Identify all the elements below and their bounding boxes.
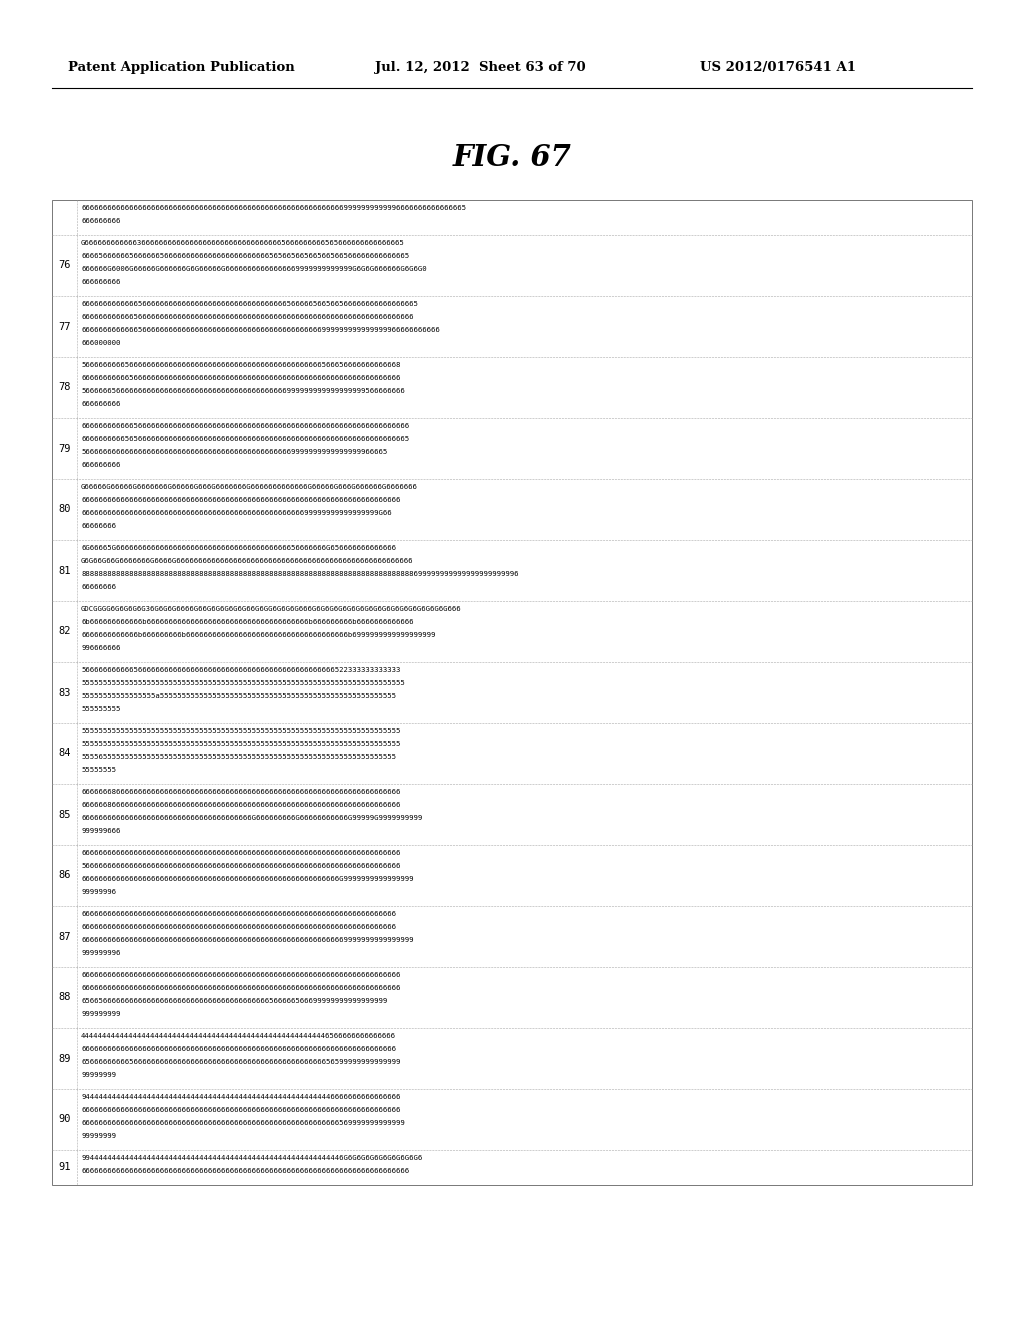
Text: 666656666665666666566666666666666666666666656566566566566566566666666666665: 6666566666656666665666666666666666666666… — [81, 253, 410, 259]
Text: 444444444444444444444444444444444444444444444444444444446566666666666666: 4444444444444444444444444444444444444444… — [81, 1034, 396, 1039]
Text: 6666666666666666666666666666666666666666666666666666666666666666666666666: 6666666666666666666666666666666666666666… — [81, 985, 400, 991]
Text: 89: 89 — [58, 1053, 71, 1064]
Text: 555565555555555555555555555555555555555555555555555555555555555555555555: 5555655555555555555555555555555555555555… — [81, 754, 396, 760]
Text: 999999996: 999999996 — [81, 950, 121, 956]
Text: 6566566666666666666666666666666666666666666566666566699999999999999999: 6566566666666666666666666666666666666666… — [81, 998, 387, 1005]
Text: 994444444444444444444444444444444444444444444444444444444446G6G6G6G6G6G6G6G6G6: 9944444444444444444444444444444444444444… — [81, 1155, 422, 1162]
Text: GDCGGGG6G6G6G6G36G6G6G6666G66G6G6G6G6G66G6GG6G6G6G666G6G6G6G6G6G6G6G6G6G6G6G6G6G: GDCGGGG6G6G6G6G36G6G6G6666G66G6G6G6G6G66… — [81, 606, 462, 612]
Text: 666666666: 666666666 — [81, 462, 121, 469]
Text: 80: 80 — [58, 504, 71, 515]
Text: 666666666666666666666666666666666666666666666666666666666666666666666666: 6666666666666666666666666666666666666666… — [81, 1045, 396, 1052]
Text: 66666666666666666666666666666666666666666666666666699999999999999999G66: 6666666666666666666666666666666666666666… — [81, 510, 391, 516]
Text: 66666666666666666666666666666666666666666666666666666666666G9999999999999999: 6666666666666666666666666666666666666666… — [81, 876, 414, 882]
Text: 76: 76 — [58, 260, 71, 271]
Text: 666000000: 666000000 — [81, 341, 121, 346]
Text: 6666666666665666666666666666666666666666666666666666666666666666666666666666: 6666666666665666666666666666666666666666… — [81, 314, 414, 319]
Text: 5555555555555555555555555555555555555555555555555555555555555555555555555: 5555555555555555555555555555555555555555… — [81, 741, 400, 747]
Text: 88888888888888888888888888888888888888888888888888888888888888888888888888886999: 8888888888888888888888888888888888888888… — [81, 572, 518, 577]
Text: 6666666666666666666666666666666666666666666666666666666666669999999999999999: 6666666666666666666666666666666666666666… — [81, 937, 414, 942]
Text: US 2012/0176541 A1: US 2012/0176541 A1 — [700, 62, 856, 74]
Text: 6666666666666666666666666666666666666666666666666666666666666666666666666: 6666666666666666666666666666666666666666… — [81, 972, 400, 978]
Text: 6666666866666666666666666666666666666666666666666666666666666666666666666: 6666666866666666666666666666666666666666… — [81, 789, 400, 795]
Text: 6666666666666b666666666b6666666666666666666666666666666666666b699999999999999999: 6666666666666b666666666b6666666666666666… — [81, 632, 435, 638]
Text: 99999999: 99999999 — [81, 1072, 116, 1078]
Text: 66666666: 66666666 — [81, 523, 116, 529]
Text: 81: 81 — [58, 565, 71, 576]
Text: FIG. 67: FIG. 67 — [453, 144, 571, 173]
Text: 666666666: 666666666 — [81, 279, 121, 285]
Text: 5666666666665666666666666666666666666666666666666666666666522333333333333: 5666666666665666666666666666666666666666… — [81, 667, 400, 673]
Text: 5666666666666666666666666666666666666666666666666666666666666666666666666: 5666666666666666666666666666666666666666… — [81, 863, 400, 869]
Text: 83: 83 — [58, 688, 71, 697]
Text: 56666665666666666666666666666666666666666666666999999999999999999566666666: 5666666566666666666666666666666666666666… — [81, 388, 404, 393]
Text: 82: 82 — [58, 627, 71, 636]
Text: 55555555555555555a555555555555555555555555555555555555555555555555555555: 55555555555555555a5555555555555555555555… — [81, 693, 396, 700]
Text: G6G66G66G6666666G6666G666666666666666666666666666666666666666666666666666666: G6G66G66G6666666G6666G666666666666666666… — [81, 558, 414, 564]
Text: 99999996: 99999996 — [81, 888, 116, 895]
Text: 6666666666666666666666666666666666666666666666666666666666666666666666666: 6666666666666666666666666666666666666666… — [81, 850, 400, 855]
Text: 55555555: 55555555 — [81, 767, 116, 774]
Text: 6566666666656666666666666666666666666666666666666666666656599999999999999: 6566666666656666666666666666666666666666… — [81, 1059, 400, 1065]
Text: Jul. 12, 2012  Sheet 63 of 70: Jul. 12, 2012 Sheet 63 of 70 — [375, 62, 586, 74]
Text: 999999666: 999999666 — [81, 828, 121, 834]
Text: 90: 90 — [58, 1114, 71, 1125]
Text: G66666G66666G6666666G66666G666G6666666G6666666666666G66666G666G666666G6666666: G66666G66666G6666666G66666G666G6666666G6… — [81, 484, 418, 490]
Text: 996666666: 996666666 — [81, 645, 121, 651]
Text: 91: 91 — [58, 1163, 71, 1172]
Text: 666666666666566666666666666666666666666666666666666666666666666666666666666: 6666666666665666666666666666666666666666… — [81, 422, 410, 429]
Text: 84: 84 — [58, 748, 71, 759]
Text: 5666666666666666666666666666666666666666666666669999999999999999966665: 5666666666666666666666666666666666666666… — [81, 449, 387, 455]
Text: 66666666666666666666666666666666666666666666666666666666666699999999999966666666: 6666666666666666666666666666666666666666… — [81, 205, 466, 211]
Text: 87: 87 — [58, 932, 71, 941]
Text: 6666666666656666666666666666666666666666666666666666666666666666666666666: 6666666666656666666666666666666666666666… — [81, 375, 400, 381]
Bar — [52, 201, 972, 1185]
Text: 5666666666566666666666666666666666666666666666666666666566656666666666668: 5666666666566666666666666666666666666666… — [81, 362, 400, 368]
Text: 6666668666666666666666666666666666666666666666666666666666666666666666666: 6666668666666666666666666666666666666666… — [81, 803, 400, 808]
Text: 78: 78 — [58, 383, 71, 392]
Text: 999999999: 999999999 — [81, 1011, 121, 1016]
Text: 666666666666666666666666666666666666666666666666666666666666666666666666666: 6666666666666666666666666666666666666666… — [81, 1168, 410, 1173]
Text: 6666666666666666666666666666666666666666666666666666666666666666666666666: 6666666666666666666666666666666666666666… — [81, 1107, 400, 1113]
Text: 99999999: 99999999 — [81, 1133, 116, 1139]
Text: 66666666666665666666666666666666666666666666666566666566566566666666666666665: 6666666666666566666666666666666666666666… — [81, 301, 418, 308]
Text: G6666666666663666666666666666666666666666666665666666666565666666666666665: G666666666666366666666666666666666666666… — [81, 240, 404, 246]
Text: 66666666: 66666666 — [81, 583, 116, 590]
Text: 77: 77 — [58, 322, 71, 331]
Text: 55555555555555555555555555555555555555555555555555555555555555555555555555: 5555555555555555555555555555555555555555… — [81, 680, 404, 686]
Text: 666666666: 666666666 — [81, 401, 121, 407]
Text: 66666666666665666666666666666666666666666666666666666669999999999999999666666666: 6666666666666566666666666666666666666666… — [81, 327, 439, 333]
Text: 86: 86 — [58, 870, 71, 880]
Text: 9444444444444444444444444444444444444444444444444444444446666666666666666: 9444444444444444444444444444444444444444… — [81, 1094, 400, 1100]
Text: 666666666666666666666666666666666666666G666666666G66666666666G99999G9999999999: 666666666666666666666666666666666666666G… — [81, 814, 422, 821]
Text: 666666666656566666666666666666666666666666666666666666666666666666666666665: 6666666666565666666666666666666666666666… — [81, 436, 410, 442]
Text: 66666666666666666666666666666666666666666666666666666666666569999999999999: 6666666666666666666666666666666666666666… — [81, 1119, 404, 1126]
Text: 555555555: 555555555 — [81, 706, 121, 711]
Text: 666666666666666666666666666666666666666666666666666666666666666666666666: 6666666666666666666666666666666666666666… — [81, 924, 396, 931]
Text: 666666666: 666666666 — [81, 218, 121, 224]
Text: 6b666666666666b6666666666666666666666666666666666666b666666666b6666666666666: 6b666666666666b6666666666666666666666666… — [81, 619, 414, 624]
Text: 6666666666666666666666666666666666666666666666666666666666666666666666666: 6666666666666666666666666666666666666666… — [81, 498, 400, 503]
Text: 666666G6006G66666G666666G6G66666G66666666666666669999999999999G6G6G666666G6G6G0: 666666G6006G66666G666666G6G66666G6666666… — [81, 267, 427, 272]
Text: 6G66665G666666666666666666666666666666666666666656666666G656666666666666: 6G66665G66666666666666666666666666666666… — [81, 545, 396, 550]
Text: 666666666666666666666666666666666666666666666666666666666666666666666666: 6666666666666666666666666666666666666666… — [81, 911, 396, 917]
Text: 79: 79 — [58, 444, 71, 454]
Text: 88: 88 — [58, 993, 71, 1002]
Text: 5555555555555555555555555555555555555555555555555555555555555555555555555: 5555555555555555555555555555555555555555… — [81, 729, 400, 734]
Text: Patent Application Publication: Patent Application Publication — [68, 62, 295, 74]
Text: 85: 85 — [58, 809, 71, 820]
